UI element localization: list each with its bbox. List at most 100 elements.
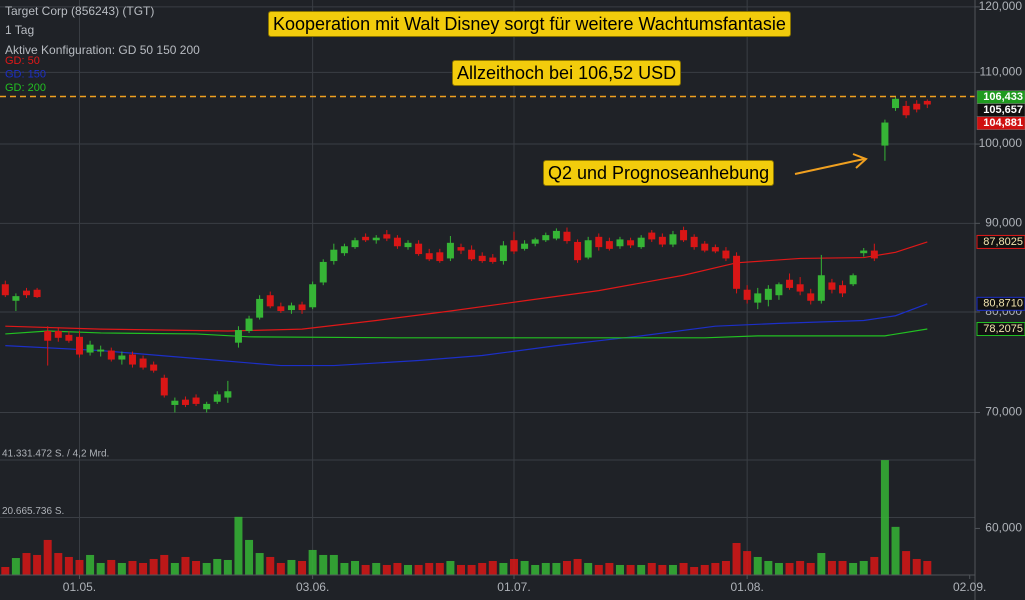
volume-bar: [817, 553, 826, 575]
candle-body: [499, 245, 507, 262]
candle-body: [807, 293, 815, 301]
y-tick-label: 100,000: [979, 136, 1023, 150]
candle-body: [711, 247, 719, 252]
candle-body: [393, 237, 401, 247]
volume-bar: [298, 560, 307, 575]
volume-bar: [361, 564, 370, 575]
candle-body: [542, 235, 550, 241]
volume-bar: [467, 564, 476, 575]
candle-body: [690, 236, 698, 248]
candle-body: [287, 305, 295, 311]
candle-body: [97, 349, 105, 352]
x-tick-label: 03.06.: [296, 580, 329, 594]
candle-body: [531, 239, 539, 244]
x-tick-label: 01.07.: [497, 580, 530, 594]
candle-body: [881, 122, 889, 146]
volume-bar: [22, 553, 31, 575]
volume-bar: [859, 560, 868, 575]
candle-body: [828, 282, 836, 290]
volume-bar: [732, 543, 741, 575]
volume-bar: [128, 560, 137, 575]
volume-bar: [711, 562, 720, 575]
volume-bar: [562, 560, 571, 575]
candle-body: [65, 334, 73, 341]
candle-body: [330, 249, 338, 262]
candle-body: [489, 257, 497, 262]
candle-body: [870, 250, 878, 259]
annotation: Allzeithoch bei 106,52 USD: [452, 60, 682, 86]
volume-bar: [605, 562, 614, 575]
volume-bar: [75, 559, 84, 575]
volume-bar: [149, 558, 158, 575]
volume-bar: [902, 551, 911, 575]
candle-body: [436, 252, 444, 262]
volume-bar: [573, 558, 582, 575]
candle-body: [192, 397, 200, 404]
volume-bar: [308, 549, 317, 575]
price-label-box: [976, 116, 1025, 130]
volume-bar: [223, 559, 232, 575]
candle-body: [902, 105, 910, 116]
volume-bar: [478, 562, 487, 575]
volume-bar: [319, 554, 328, 575]
volume-bar: [891, 526, 900, 575]
volume-bar: [488, 560, 497, 575]
volume-bar: [827, 560, 836, 575]
candle-body: [552, 230, 560, 239]
x-tick-label: 01.05.: [63, 580, 96, 594]
candle-body: [637, 237, 645, 248]
candle-body: [913, 103, 921, 110]
volume-bar: [880, 460, 889, 575]
candle-body: [404, 242, 412, 248]
candle-body: [372, 237, 380, 241]
volume-bar: [668, 564, 677, 575]
candle-body: [839, 285, 847, 294]
candle-body: [107, 350, 115, 360]
volume-bar: [54, 553, 63, 575]
candle-body: [468, 249, 476, 260]
volume-bar: [329, 554, 338, 575]
price-label: 106,433: [983, 91, 1023, 103]
candle-body: [75, 336, 83, 355]
volume-bar: [11, 558, 20, 575]
candle-body: [574, 241, 582, 261]
candle-body: [669, 234, 677, 245]
volume-bar: [774, 562, 783, 575]
volume-bar: [43, 539, 52, 575]
volume-bar: [181, 556, 190, 575]
candle-body: [892, 98, 900, 109]
volume-bar: [96, 562, 105, 575]
candle-body: [563, 231, 571, 242]
candle-body: [754, 293, 762, 303]
volume-bar: [923, 560, 932, 575]
annotation: Q2 und Prognoseanhebung: [543, 160, 775, 186]
volume-bar: [753, 556, 762, 575]
volume-bar: [139, 562, 148, 575]
volume-bar: [202, 562, 211, 575]
candle-body: [309, 284, 317, 308]
candle-body: [224, 391, 232, 398]
candle-body: [521, 243, 529, 249]
candle-body: [203, 403, 211, 410]
volume-bar: [457, 564, 466, 575]
candle-body: [1, 284, 9, 296]
candle-body: [457, 247, 465, 251]
volume-bar: [679, 562, 688, 575]
volume-bar: [520, 560, 529, 575]
volume-tick-label: 41.331.472 S. / 4,2 Mrd.: [2, 449, 109, 460]
annotation-arrow: [794, 158, 865, 175]
volume-bar: [541, 562, 550, 575]
volume-bar: [796, 560, 805, 575]
candle-body: [701, 243, 709, 251]
y-tick-label: 120,000: [979, 0, 1023, 13]
candle-body: [584, 240, 592, 258]
arrow-head: [852, 153, 868, 169]
volume-bar: [33, 554, 42, 575]
volume-bar: [552, 562, 561, 575]
chart-title: Target Corp (856243) (TGT): [5, 4, 154, 18]
volume-bar: [626, 564, 635, 575]
volume-bar: [425, 562, 434, 575]
volume-bar: [234, 516, 243, 575]
volume-bar: [107, 559, 116, 575]
